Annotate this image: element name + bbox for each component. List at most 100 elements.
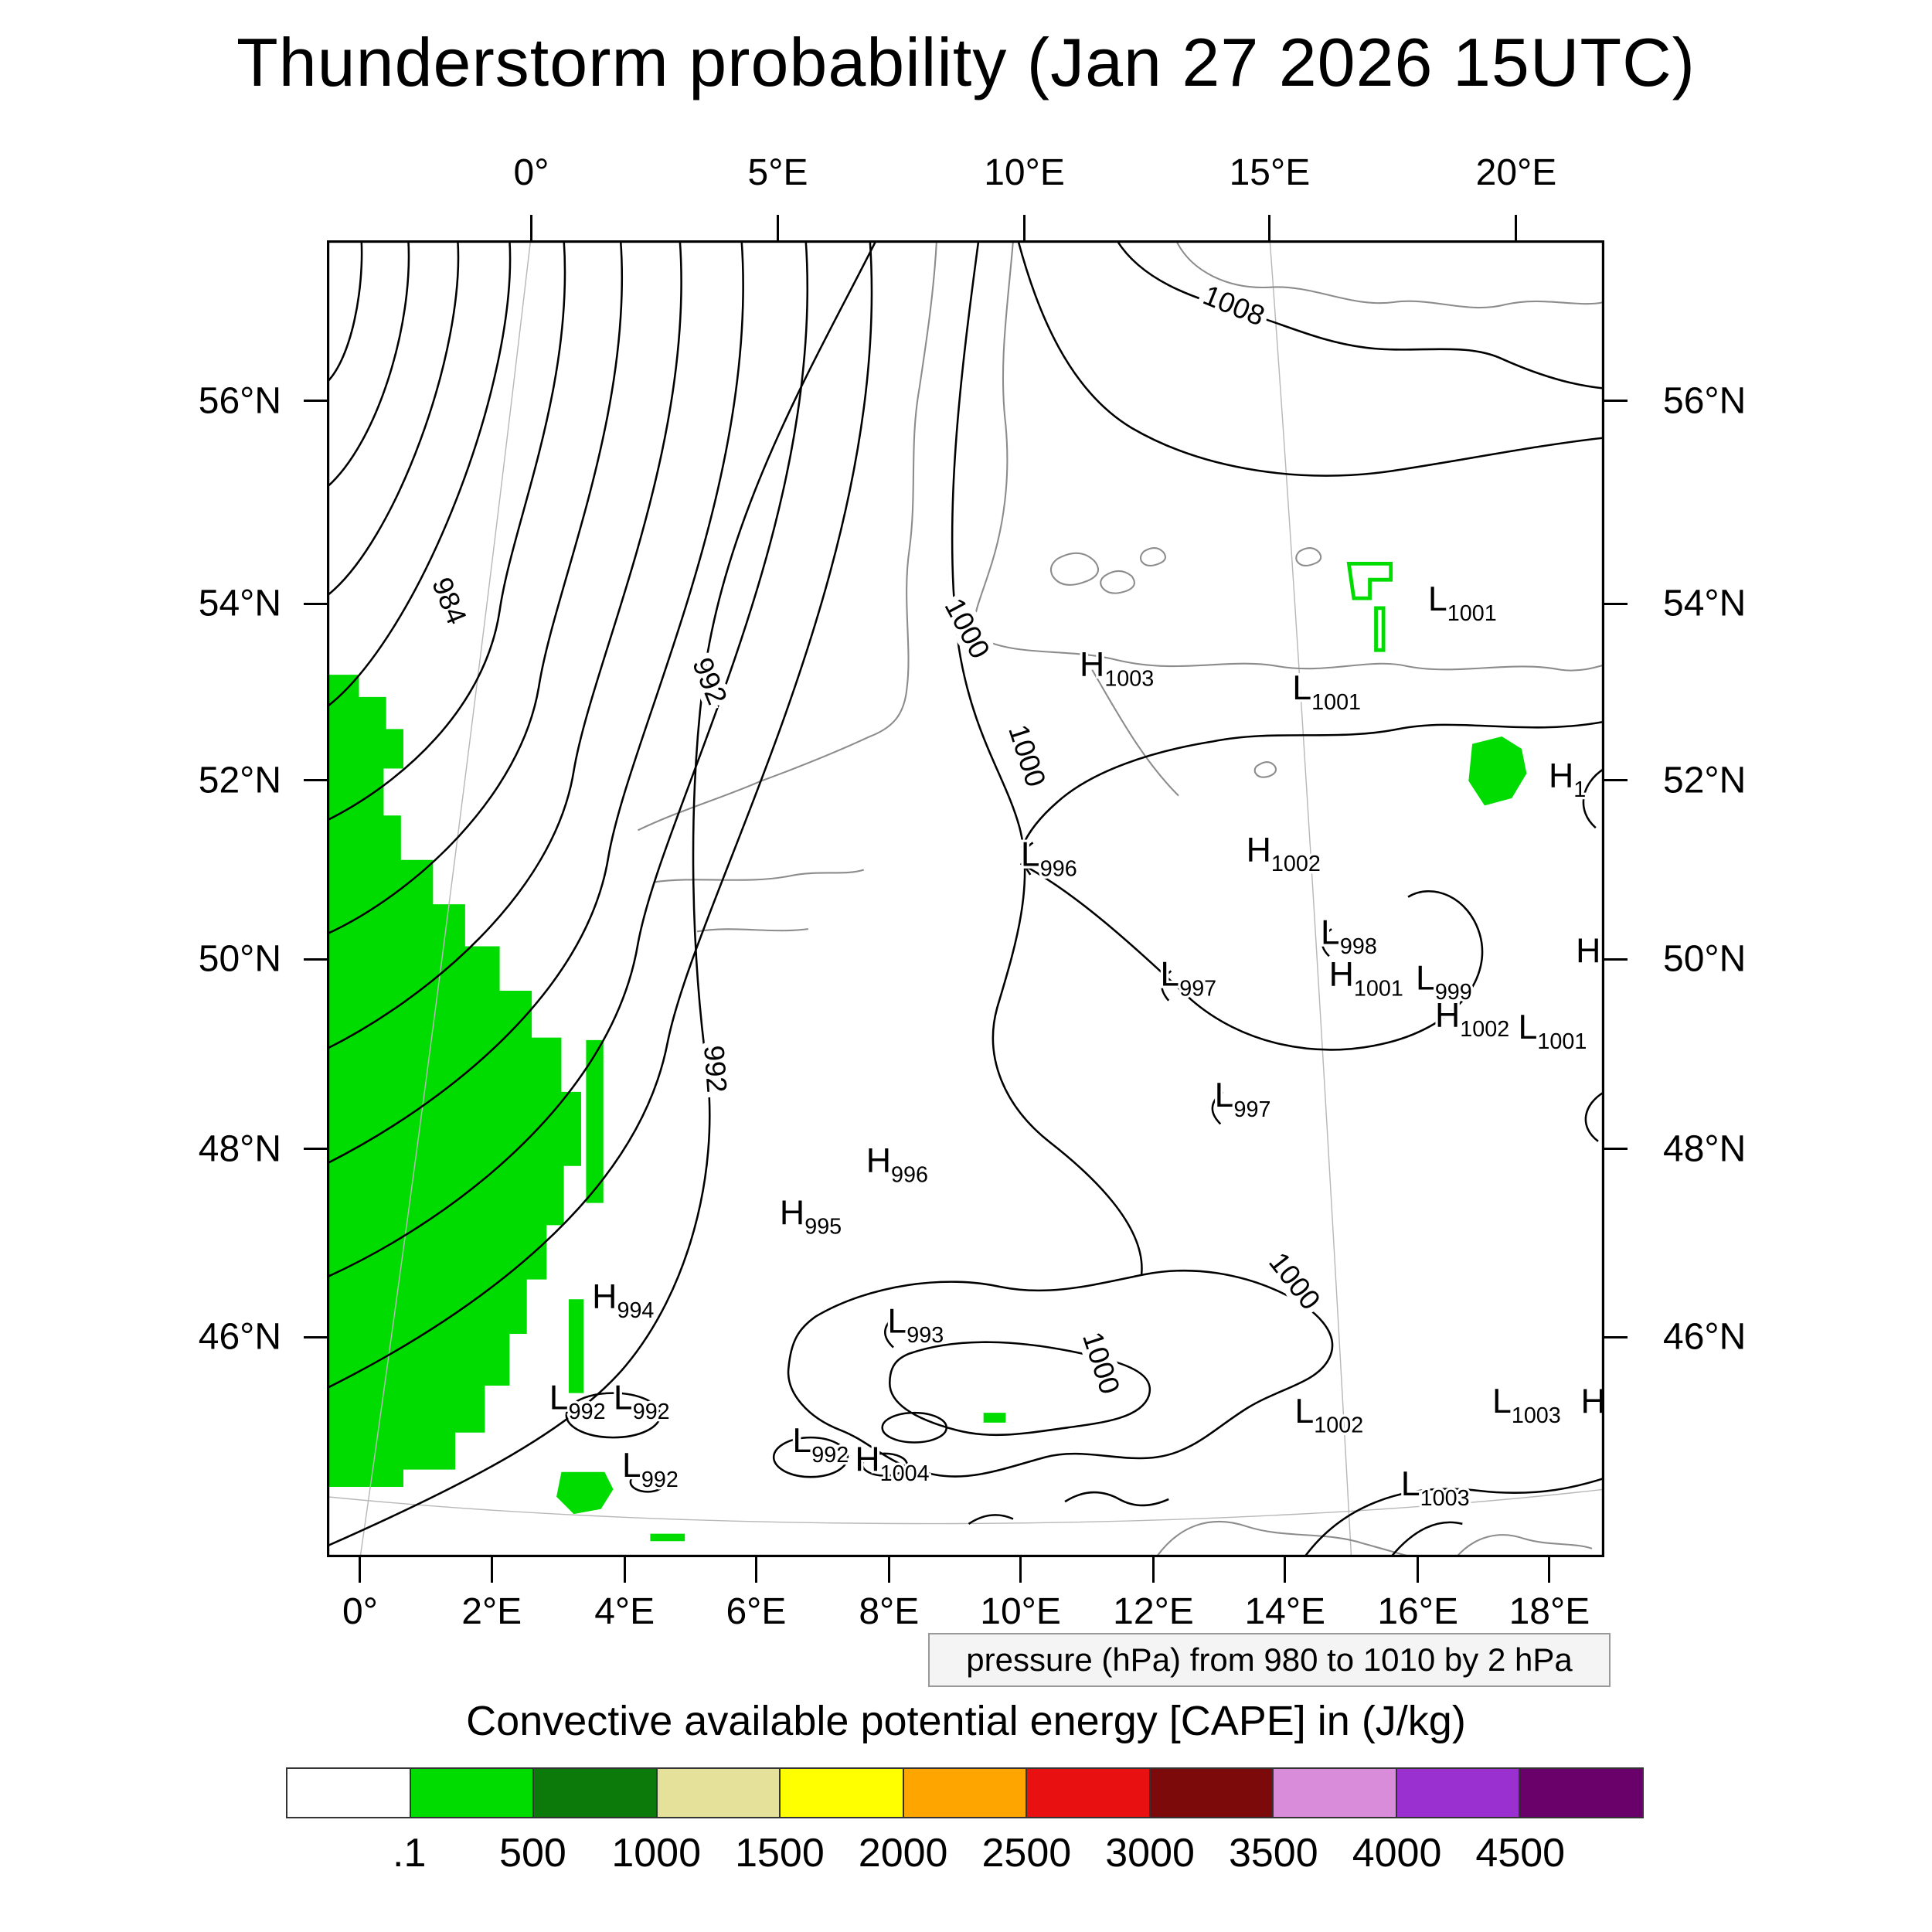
axis-top-label: 5°E	[747, 152, 808, 193]
pressure-center-l: L1002	[1294, 1393, 1363, 1438]
pressure-center-l: L998	[1321, 913, 1377, 959]
page-title: Thunderstorm probability (Jan 27 2026 15…	[236, 24, 1696, 100]
pressure-center-h: H996	[866, 1142, 928, 1188]
colorbar-cell-4	[781, 1769, 904, 1817]
coastlines	[638, 240, 1604, 1557]
axis-right-tick	[1604, 400, 1628, 403]
pressure-center-h: H	[1580, 1383, 1604, 1420]
pressure-range-caption: pressure (hPa) from 980 to 1010 by 2 hPa	[928, 1633, 1611, 1687]
cape-shaded-regions	[327, 675, 1527, 1542]
axis-left-label: 48°N	[198, 1128, 281, 1170]
axis-top-label: 15°E	[1229, 152, 1311, 193]
axis-top-tick	[1023, 215, 1026, 240]
colorbar-tick-label: 2000	[858, 1831, 948, 1876]
colorbar-tick-label: 4000	[1352, 1831, 1442, 1876]
axis-bottom-label: 12°E	[1113, 1591, 1194, 1632]
axis-bottom-label: 6°E	[726, 1591, 787, 1632]
colorbar-cell-10	[1520, 1769, 1643, 1817]
colorbar-cell-2	[534, 1769, 658, 1817]
axis-top-tick	[1268, 215, 1271, 240]
axis-right-label: 56°N	[1663, 380, 1747, 422]
colorbar-cell-0	[287, 1769, 411, 1817]
pressure-center-l: L1001	[1292, 669, 1361, 715]
pressure-center-h: H1003	[1080, 646, 1154, 692]
graticule-lines	[327, 240, 1604, 1557]
pressure-center-h: H1	[1549, 757, 1586, 802]
axis-left-label: 52°N	[198, 760, 281, 801]
axis-left-tick	[304, 779, 327, 782]
contour-label: 992	[686, 653, 733, 709]
colorbar-cell-7	[1150, 1769, 1274, 1817]
cape-region	[586, 1039, 604, 1203]
contour-label: 1000	[1263, 1247, 1327, 1316]
colorbar-cell-5	[903, 1769, 1028, 1817]
pressure-center-h: H994	[592, 1277, 654, 1323]
colorbar-tick-label: 1000	[611, 1831, 702, 1876]
cape-colorbar	[286, 1767, 1644, 1818]
colorbar-tick-label: 2500	[981, 1831, 1072, 1876]
cape-region	[327, 675, 582, 1487]
axis-top-label: 20°E	[1475, 152, 1557, 193]
colorbar-tick-label: 3000	[1105, 1831, 1195, 1876]
pressure-center-h: H1004	[855, 1440, 929, 1486]
isobar-contours	[327, 240, 1604, 1557]
colorbar-cell-9	[1396, 1769, 1521, 1817]
axis-left-tick	[304, 400, 327, 403]
axis-left-label: 56°N	[198, 380, 281, 422]
axis-left-tick	[304, 1148, 327, 1151]
axis-bottom-label: 0°	[342, 1591, 378, 1632]
axis-left-tick	[304, 957, 327, 961]
pressure-center-l: L1003	[1401, 1465, 1470, 1511]
axis-top-label: 10°E	[984, 152, 1065, 193]
pressure-center-l: L999	[1416, 959, 1472, 1005]
axis-bottom-label: 10°E	[980, 1591, 1061, 1632]
pressure-center-h: H995	[780, 1194, 842, 1240]
axis-bottom-tick	[359, 1557, 362, 1583]
axis-bottom-tick	[887, 1557, 890, 1583]
pressure-center-l: L992	[549, 1379, 606, 1424]
colorbar-tick-label: .1	[393, 1831, 427, 1876]
axis-bottom-tick	[623, 1557, 626, 1583]
axis-top-tick	[529, 215, 532, 240]
axis-right-label: 48°N	[1663, 1128, 1747, 1170]
cape-region	[650, 1533, 685, 1542]
axis-bottom-label: 2°E	[461, 1591, 522, 1632]
axis-bottom-label: 14°E	[1244, 1591, 1326, 1632]
pressure-center-l: L992	[614, 1379, 670, 1424]
axis-left-label: 46°N	[198, 1316, 281, 1358]
axis-right-label: 46°N	[1663, 1316, 1747, 1358]
pressure-center-h: H1002	[1435, 996, 1509, 1042]
axis-left-tick	[304, 1335, 327, 1338]
contour-label: 992	[698, 1044, 733, 1094]
map-border	[327, 240, 1604, 1557]
pressure-center-l: L997	[1160, 956, 1216, 1002]
pressure-center-l: L996	[1021, 836, 1077, 882]
cape-region	[556, 1471, 614, 1515]
axis-left-tick	[304, 602, 327, 605]
cape-region	[569, 1299, 584, 1393]
contour-label: 984	[426, 573, 473, 628]
colorbar-cell-1	[410, 1769, 535, 1817]
axis-bottom-tick	[490, 1557, 493, 1583]
pressure-center-l: L1003	[1492, 1383, 1561, 1428]
axis-right-label: 54°N	[1663, 583, 1747, 624]
pressure-center-l: L997	[1215, 1077, 1271, 1122]
colorbar-tick-label: 3500	[1228, 1831, 1318, 1876]
axis-bottom-label: 4°E	[594, 1591, 655, 1632]
pressure-center-h: H	[1576, 932, 1600, 970]
axis-top-tick	[777, 215, 779, 240]
axis-right-label: 50°N	[1663, 938, 1747, 980]
pressure-center-l: L992	[622, 1447, 679, 1492]
axis-right-tick	[1604, 602, 1628, 605]
axis-left-label: 54°N	[198, 583, 281, 624]
pressure-center-l: L992	[792, 1422, 849, 1468]
axis-bottom-tick	[1019, 1557, 1022, 1583]
contour-label: 1000	[1002, 721, 1052, 791]
axis-top-tick	[1515, 215, 1518, 240]
colorbar-tick-label: 500	[499, 1831, 566, 1876]
axis-right-label: 52°N	[1663, 760, 1747, 801]
